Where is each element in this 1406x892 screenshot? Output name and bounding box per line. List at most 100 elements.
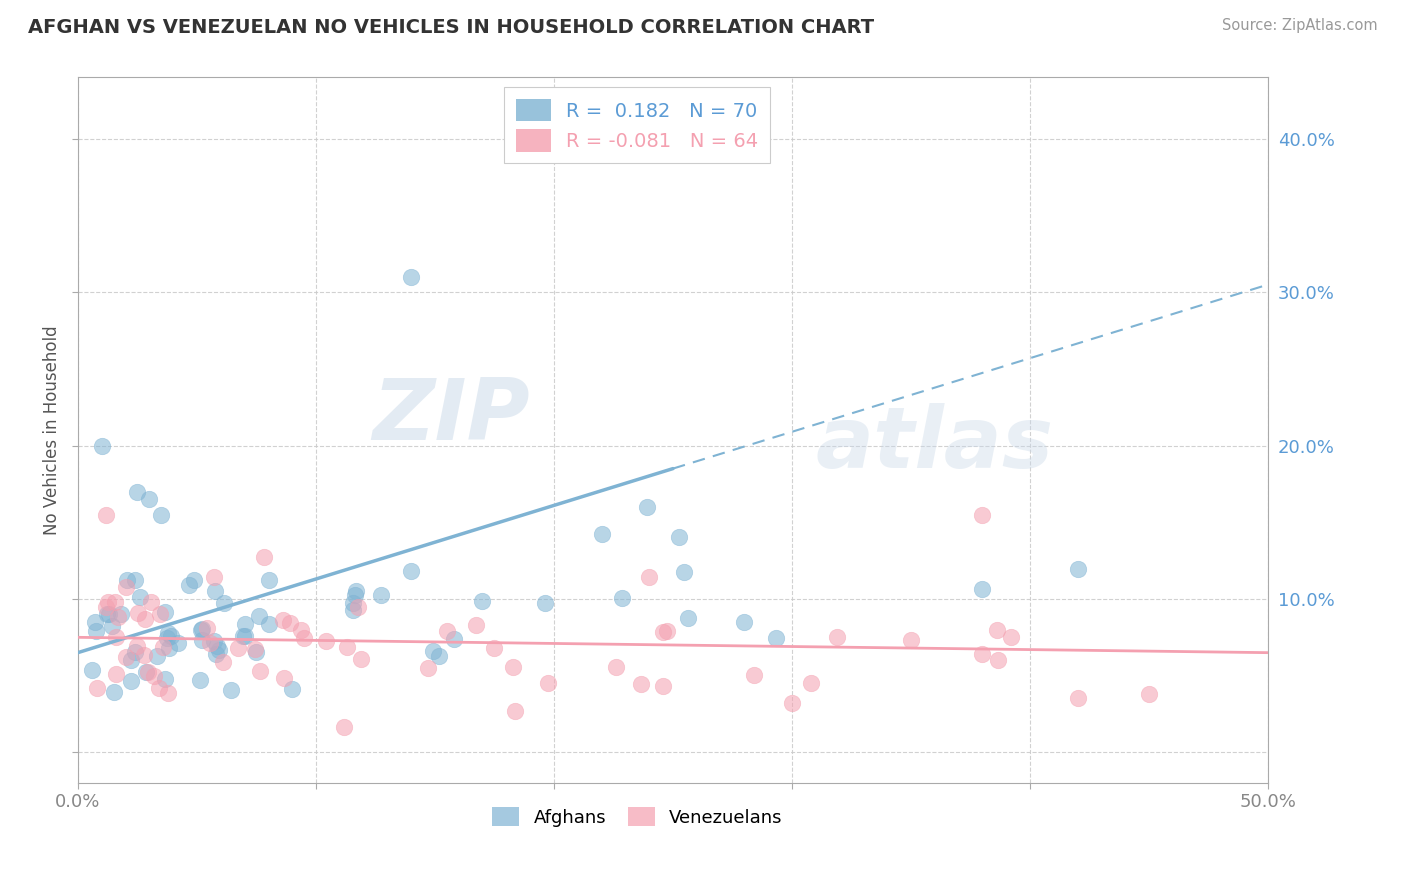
Point: [84, 615, 107, 629]
Point: [271, 613, 294, 627]
Point: [124, 573, 146, 587]
Point: [139, 595, 162, 609]
Point: [96, 508, 118, 522]
Point: [96, 607, 118, 621]
Point: [120, 653, 142, 667]
Point: [315, 634, 337, 648]
Point: [142, 669, 165, 683]
Point: [105, 630, 128, 644]
Point: [132, 648, 155, 662]
Point: [668, 530, 690, 544]
Point: [115, 580, 138, 594]
Point: [191, 633, 214, 648]
Point: [207, 639, 229, 653]
Point: [252, 549, 274, 564]
Point: [157, 641, 180, 656]
Point: [205, 647, 228, 661]
Point: [347, 600, 370, 615]
Point: [155, 673, 177, 687]
Text: atlas: atlas: [815, 403, 1054, 486]
Point: [344, 588, 367, 602]
Point: [827, 631, 849, 645]
Point: [972, 582, 994, 597]
Point: [1067, 691, 1090, 706]
Point: [344, 584, 367, 599]
Point: [127, 606, 149, 620]
Point: [104, 595, 127, 609]
Point: [657, 624, 679, 638]
Point: [1067, 562, 1090, 576]
Point: [257, 573, 280, 587]
Text: AFGHAN VS VENEZUELAN NO VEHICLES IN HOUSEHOLD CORRELATION CHART: AFGHAN VS VENEZUELAN NO VEHICLES IN HOUS…: [28, 18, 875, 37]
Text: ZIP: ZIP: [373, 375, 530, 458]
Point: [733, 615, 755, 629]
Point: [350, 652, 373, 666]
Point: [149, 607, 172, 621]
Point: [232, 629, 254, 643]
Point: [150, 508, 173, 522]
Text: Source: ZipAtlas.com: Source: ZipAtlas.com: [1222, 18, 1378, 33]
Point: [243, 642, 266, 657]
Point: [125, 640, 148, 654]
Point: [972, 648, 994, 662]
Point: [107, 610, 129, 624]
Point: [191, 623, 214, 637]
Point: [443, 632, 465, 646]
Point: [333, 719, 356, 733]
Point: [97, 595, 120, 609]
Legend: Afghans, Venezuelans: Afghans, Venezuelans: [485, 800, 790, 834]
Point: [1137, 687, 1160, 701]
Point: [157, 626, 180, 640]
Point: [124, 645, 146, 659]
Point: [292, 632, 315, 646]
Point: [226, 641, 249, 656]
Point: [972, 508, 994, 522]
Point: [1000, 630, 1022, 644]
Point: [200, 636, 222, 650]
Point: [101, 618, 124, 632]
Point: [212, 655, 235, 669]
Point: [202, 570, 225, 584]
Point: [799, 676, 821, 690]
Point: [155, 606, 177, 620]
Point: [208, 643, 231, 657]
Point: [342, 596, 364, 610]
Point: [651, 679, 673, 693]
Point: [128, 590, 150, 604]
Point: [136, 665, 159, 680]
Point: [610, 591, 633, 605]
Point: [651, 625, 673, 640]
Point: [204, 583, 226, 598]
Point: [605, 660, 627, 674]
Point: [482, 640, 505, 655]
Point: [80, 663, 103, 677]
Point: [84, 624, 107, 639]
Point: [195, 621, 218, 635]
Point: [534, 596, 557, 610]
Point: [637, 570, 659, 584]
Point: [212, 596, 235, 610]
Point: [257, 617, 280, 632]
Point: [900, 632, 922, 647]
Point: [502, 660, 524, 674]
Point: [160, 629, 183, 643]
Point: [90, 439, 112, 453]
Point: [503, 704, 526, 718]
Point: [247, 609, 270, 624]
Point: [536, 676, 558, 690]
Point: [464, 618, 486, 632]
Point: [97, 607, 120, 622]
Point: [471, 594, 494, 608]
Point: [436, 624, 458, 638]
Point: [134, 612, 156, 626]
Point: [336, 640, 359, 654]
Point: [138, 492, 160, 507]
Point: [117, 573, 139, 587]
Point: [742, 668, 765, 682]
Point: [278, 615, 301, 630]
Point: [630, 676, 652, 690]
Point: [202, 634, 225, 648]
Point: [94, 599, 117, 614]
Point: [370, 588, 392, 602]
Point: [148, 681, 170, 696]
